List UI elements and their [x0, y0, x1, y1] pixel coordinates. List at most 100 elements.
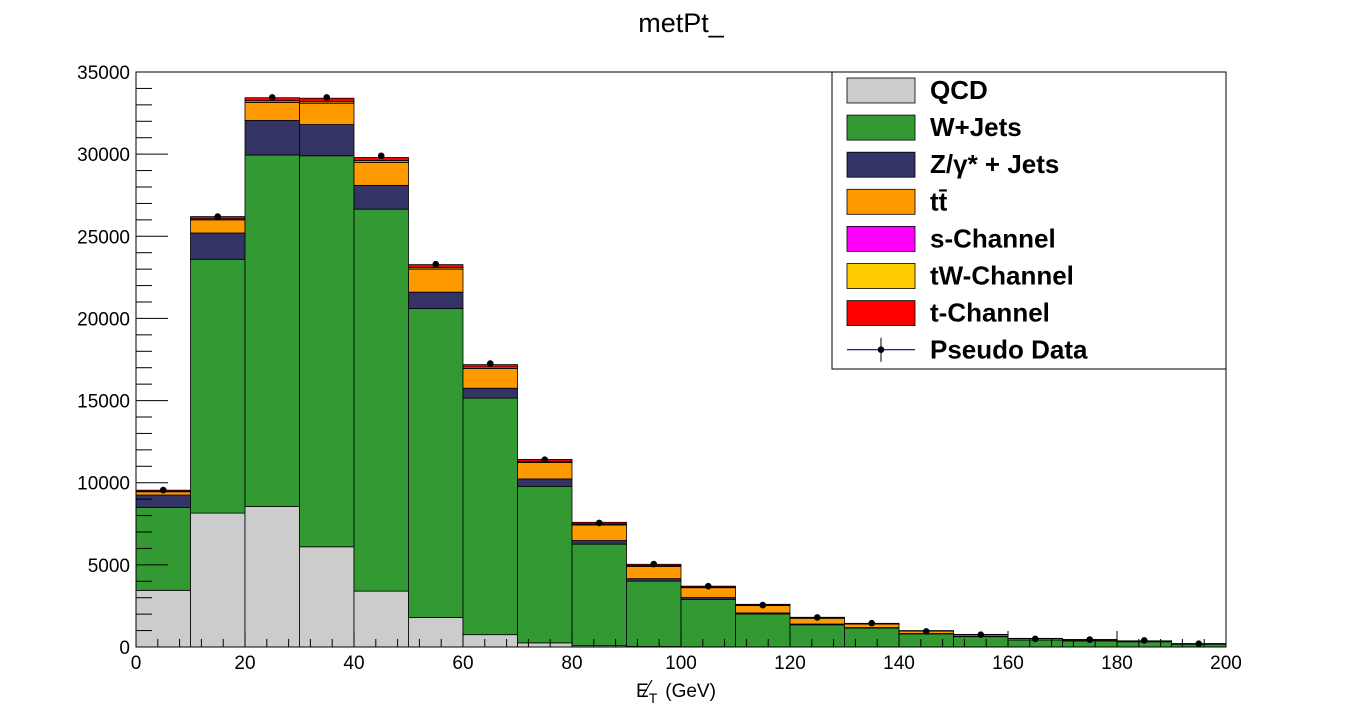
- bar-segment-1-bin-3: [299, 155, 355, 548]
- bar-segment-3-bin-3: [299, 102, 355, 125]
- data-point-8: [595, 519, 603, 527]
- bar-segment-3-bin-8: [571, 524, 627, 541]
- data-point-2: [268, 94, 276, 101]
- y-tick-label-35000: 35000: [77, 63, 130, 84]
- x-tick-label-160: 160: [992, 653, 1024, 674]
- bar-segment-1-bin-14: [898, 633, 954, 648]
- data-point-3: [323, 94, 331, 101]
- legend-swatch-2: [846, 151, 916, 178]
- bar-segment-2-bin-2: [244, 120, 300, 156]
- bar-segment-3-bin-5: [408, 268, 464, 293]
- legend-swatch-1: [846, 114, 916, 141]
- bar-segment-3-bin-2: [244, 101, 300, 121]
- bar-segment-2-bin-7: [517, 478, 573, 487]
- legend-label-1: W+Jets: [930, 112, 1022, 142]
- x-axis-title-unit: (GeV): [665, 681, 716, 702]
- x-axis-title: ET (GeV): [636, 681, 716, 706]
- bar-segment-0-bin-0: [135, 589, 191, 648]
- bar-segment-1-bin-7: [517, 485, 573, 644]
- data-point-6: [486, 360, 494, 367]
- bar-segment-1-bin-1: [190, 258, 246, 514]
- pseudo-data-points: [159, 94, 1203, 648]
- bar-segment-0-bin-6: [462, 634, 518, 648]
- bar-segment-0-bin-7: [517, 642, 573, 648]
- bar-segment-1-bin-6: [462, 397, 518, 636]
- bar-segment-0-bin-2: [244, 506, 300, 648]
- bar-segment-1-bin-11: [735, 613, 791, 648]
- x-tick-label-120: 120: [774, 653, 806, 674]
- bar-segment-2-bin-6: [462, 387, 518, 399]
- x-tick-label-40: 40: [343, 653, 364, 674]
- bar-segment-2-bin-5: [408, 291, 464, 309]
- legend-swatch-6: [846, 300, 916, 327]
- bar-segment-1-bin-15: [953, 636, 1009, 648]
- legend-label-2: Z/γ* + Jets: [930, 149, 1059, 179]
- stacked-bars: [135, 97, 1227, 648]
- data-point-14: [922, 628, 930, 635]
- bar-segment-1-bin-4: [353, 208, 409, 592]
- legend-label-0: QCD: [930, 75, 988, 105]
- legend-label-4: s-Channel: [930, 223, 1056, 253]
- chart-title: metPt_: [638, 8, 725, 38]
- bar-segment-2-bin-3: [299, 124, 355, 157]
- data-point-12: [813, 614, 821, 621]
- bar-segment-3-bin-9: [626, 565, 682, 580]
- x-tick-label-60: 60: [452, 653, 473, 674]
- bar-segment-0-bin-4: [353, 590, 409, 648]
- bar-segment-2-bin-0: [135, 494, 191, 508]
- data-point-11: [759, 601, 767, 609]
- bar-segment-1-bin-8: [571, 543, 627, 647]
- x-tick-label-200: 200: [1210, 653, 1242, 674]
- bar-segment-2-bin-4: [353, 184, 409, 210]
- data-point-7: [541, 456, 549, 464]
- x-tick-label-180: 180: [1101, 653, 1133, 674]
- x-tick-label-80: 80: [561, 653, 582, 674]
- legend-label-5: tW-Channel: [930, 261, 1074, 291]
- y-tick-label-25000: 25000: [77, 227, 130, 248]
- bar-segment-1-bin-5: [408, 308, 464, 618]
- data-point-16: [1031, 635, 1039, 643]
- bar-segment-1-bin-10: [680, 598, 736, 648]
- x-tick-label-0: 0: [131, 653, 142, 674]
- bar-segment-1-bin-9: [626, 580, 682, 647]
- x-axis-title-sub: T: [649, 690, 658, 706]
- data-point-10: [704, 582, 712, 590]
- data-point-1: [214, 213, 222, 220]
- x-axis-title-main: E: [636, 681, 649, 702]
- bar-segment-1-bin-13: [844, 627, 900, 648]
- bar-segment-0-bin-5: [408, 617, 464, 648]
- bar-segment-3-bin-1: [190, 219, 246, 234]
- bar-segment-3-bin-7: [517, 462, 573, 480]
- legend-swatch-5: [846, 263, 916, 289]
- data-point-5: [432, 260, 440, 268]
- bar-segment-1-bin-12: [789, 624, 845, 648]
- bar-segment-2-bin-8: [571, 540, 627, 545]
- x-axis-title-slash: [641, 679, 653, 698]
- data-point-4: [377, 152, 385, 160]
- legend-swatch-3: [846, 188, 916, 215]
- bar-segment-3-bin-6: [462, 368, 518, 389]
- legend-label-6: t-Channel: [930, 298, 1050, 328]
- bar-segment-0-bin-1: [190, 512, 246, 648]
- data-point-0: [159, 486, 167, 494]
- y-tick-label-10000: 10000: [77, 474, 130, 495]
- y-tick-label-20000: 20000: [77, 309, 130, 330]
- y-tick-label-0: 0: [119, 638, 130, 659]
- axes: 0 20 40 60 80 100 120 140 160 180 200 0 5000 10000 150…: [77, 63, 1242, 674]
- data-point-13: [868, 619, 876, 627]
- y-tick-label-30000: 30000: [77, 145, 130, 166]
- data-point-15: [977, 631, 985, 638]
- x-tick-label-100: 100: [665, 653, 697, 674]
- x-tick-label-140: 140: [883, 653, 915, 674]
- bar-segment-3-bin-4: [353, 161, 409, 186]
- legend: QCD W+Jets Z/γ* + Jets tt̄ s-Channel tW-Chann…: [831, 71, 1227, 370]
- data-point-17: [1086, 636, 1094, 643]
- x-tick-label-20: 20: [234, 653, 255, 674]
- data-point-9: [650, 560, 658, 568]
- bar-segment-1-bin-2: [244, 154, 300, 507]
- legend-swatch-4: [846, 225, 916, 252]
- bar-segment-0-bin-3: [299, 546, 355, 648]
- y-tick-label-15000: 15000: [77, 392, 130, 413]
- data-point-19: [1195, 640, 1203, 648]
